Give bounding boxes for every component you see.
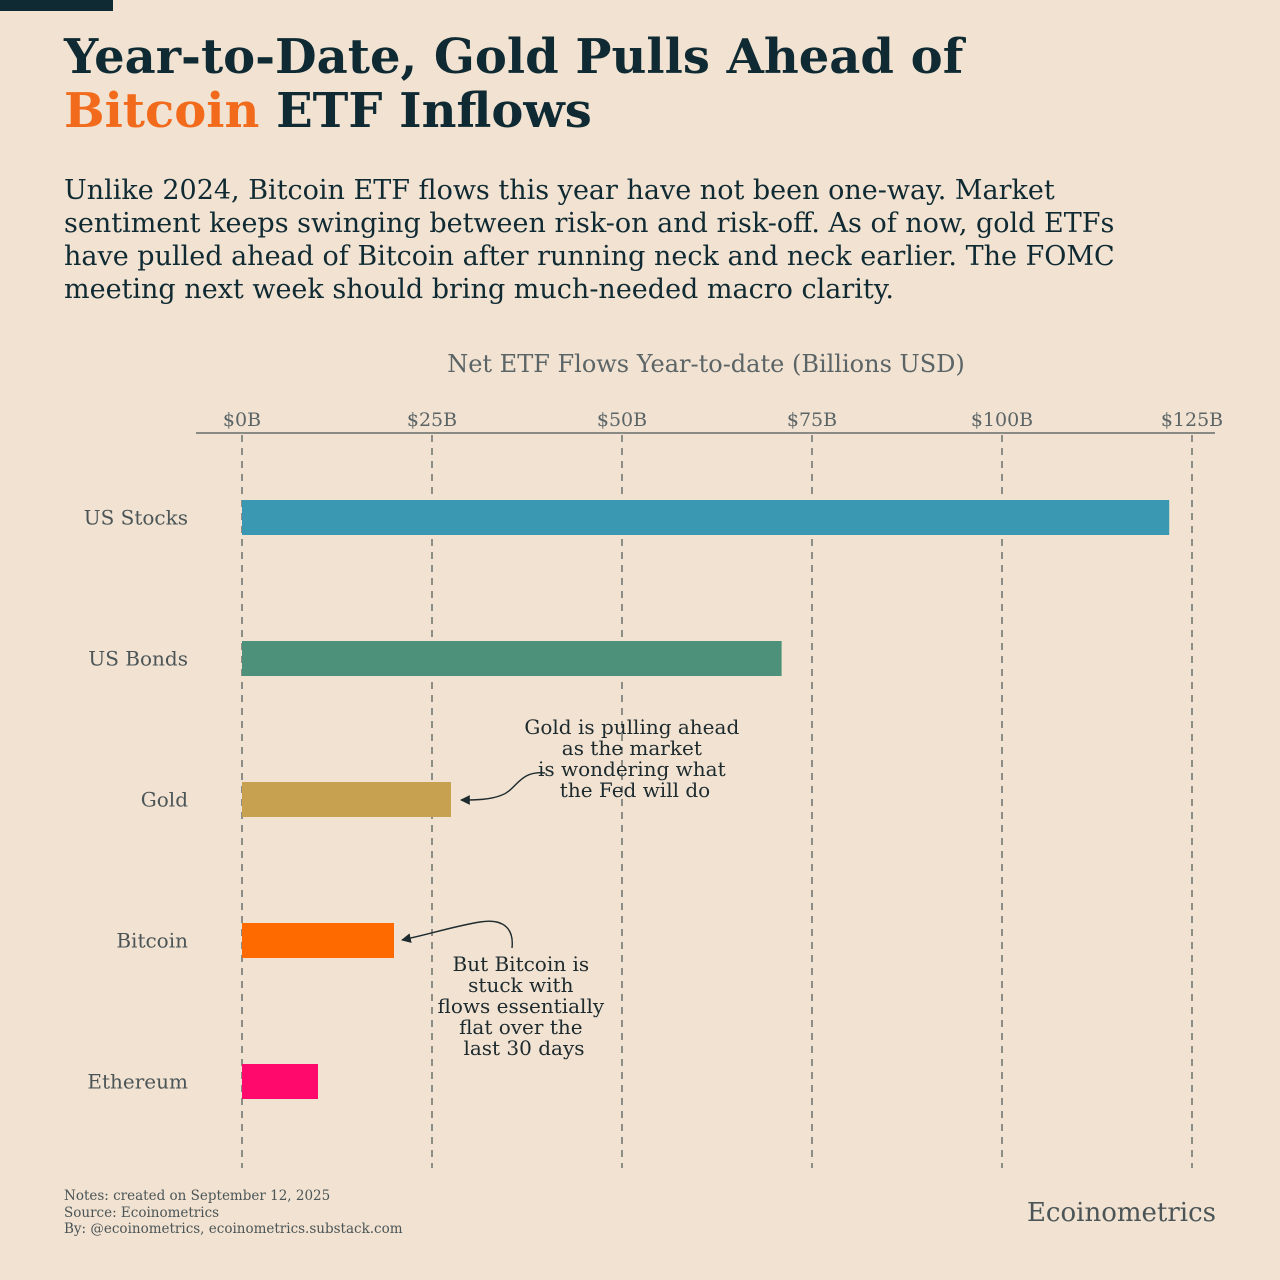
notes-line: Notes: created on September 12, 2025 <box>64 1188 331 1204</box>
category-label: Gold <box>141 788 188 812</box>
category-label: Bitcoin <box>116 929 188 953</box>
bar-gold <box>242 782 451 817</box>
annotation-bitcoin: But Bitcoin is stuck with flows essentia… <box>401 920 610 1060</box>
corner-accent-bar <box>0 0 113 11</box>
x-tick-label: $125B <box>1161 409 1223 431</box>
page-title: Year-to-Date, Gold Pulls Ahead of Bitcoi… <box>64 30 1214 138</box>
brand-logo-text: Ecoinometrics <box>1026 1198 1216 1228</box>
source-line: Source: Ecoinometrics <box>64 1204 220 1221</box>
annotation-gold-arrow <box>460 772 546 805</box>
footer-notes: Notes: created on September 12, 2025 Sou… <box>64 1188 403 1238</box>
category-label: US Bonds <box>88 647 188 671</box>
x-tick-label: $100B <box>971 409 1033 431</box>
x-tick-label: $25B <box>407 409 457 431</box>
category-label: US Stocks <box>84 506 188 530</box>
chart-title: Net ETF Flows Year-to-date (Billions USD… <box>447 350 965 378</box>
x-tick-label: $75B <box>787 409 837 431</box>
bar-us-stocks <box>242 500 1170 535</box>
annotation-gold: Gold is pulling ahead as the market is w… <box>460 715 745 805</box>
category-label: Ethereum <box>87 1070 188 1094</box>
x-tick-label: $50B <box>597 409 647 431</box>
bar-ethereum <box>242 1064 318 1099</box>
title-line-1: Year-to-Date, Gold Pulls Ahead of <box>64 29 964 85</box>
bar-bitcoin <box>242 923 394 958</box>
annotation-gold-text: Gold is pulling ahead as the market is w… <box>524 715 745 802</box>
title-accent-word: Bitcoin <box>64 83 260 139</box>
title-line-2-rest: ETF Inflows <box>259 83 592 139</box>
bar-us-bonds <box>242 641 782 676</box>
annotation-bitcoin-arrow <box>401 920 513 949</box>
annotation-bitcoin-text: But Bitcoin is stuck with flows essentia… <box>437 952 610 1060</box>
byline: By: @ecoinometrics, ecoinometrics.substa… <box>64 1221 403 1237</box>
chart-subtitle: Unlike 2024, Bitcoin ETF flows this year… <box>64 175 1115 305</box>
x-tick-label: $0B <box>223 409 261 431</box>
